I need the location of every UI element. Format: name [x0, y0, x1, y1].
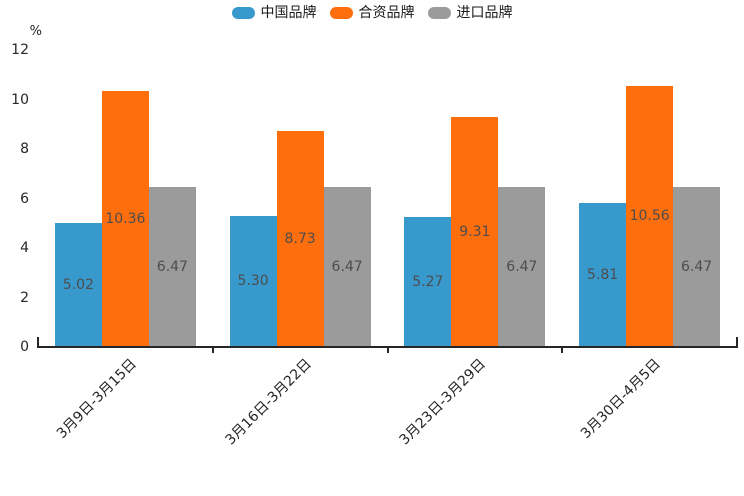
bar-value-label: 5.30: [237, 273, 269, 290]
bar-value-label: 5.02: [62, 276, 94, 293]
bar-value-label: 5.81: [587, 267, 619, 284]
bar: 10.56: [626, 85, 674, 347]
x-axis-tick: [561, 347, 564, 353]
legend: 中国品牌 合资品牌 进口品牌: [0, 6, 744, 20]
bar: 9.31: [451, 116, 499, 347]
y-tick-label: 2: [20, 289, 29, 306]
legend-swatch-joint-venture-brand: [329, 7, 353, 19]
bar-value-label: 5.27: [412, 273, 444, 290]
legend-swatch-china-brand: [231, 7, 255, 19]
bar: 6.47: [323, 186, 371, 347]
y-axis-unit-label: %: [29, 24, 42, 39]
y-tick-label: 10: [11, 91, 29, 108]
x-axis-tick: [386, 347, 389, 353]
y-tick-label: 0: [20, 339, 29, 355]
y-tick-label: 8: [20, 141, 29, 157]
bar: 5.81: [579, 203, 627, 347]
bar-value-label: 8.73: [284, 230, 316, 247]
legend-label: 进口品牌: [456, 5, 513, 21]
bar-value-label: 6.47: [506, 258, 538, 275]
bar-value-label: 10.36: [105, 210, 146, 227]
legend-swatch-import-brand: [427, 7, 451, 19]
legend-item-china-brand: 中国品牌: [231, 5, 317, 21]
bar-value-label: 10.56: [629, 208, 670, 225]
x-tick-label: 3月16日-3月22日: [222, 356, 315, 449]
bar: 6.47: [148, 186, 196, 347]
y-tick-label: 12: [11, 42, 29, 58]
plot-area: 5.02 10.36 6.47 5.30 8.73 6.47 5.27 9.31 6.47 5.8…: [38, 50, 737, 347]
bar: 5.02: [54, 222, 102, 347]
bar: 5.30: [229, 215, 277, 347]
bar: 10.36: [101, 90, 149, 347]
bar: 6.47: [498, 186, 546, 347]
bar-value-label: 6.47: [156, 258, 188, 275]
x-axis-endcap: [37, 337, 39, 348]
bar-value-label: 6.47: [331, 258, 363, 275]
x-tick-label: 3月9日-3月15日: [53, 356, 140, 442]
x-axis-endcap: [736, 337, 738, 348]
bar-value-label: 9.31: [459, 223, 491, 240]
bar: 8.73: [276, 130, 324, 347]
x-tick-label: 3月23日-3月29日: [396, 356, 490, 449]
x-axis-tick: [211, 347, 214, 353]
legend-label: 合资品牌: [358, 5, 415, 21]
x-tick-label: 3月30日-4月5日: [577, 356, 664, 442]
legend-item-joint-venture-brand: 合资品牌: [329, 5, 415, 21]
bar: 5.27: [404, 216, 452, 347]
legend-label: 中国品牌: [260, 5, 317, 21]
bar: 6.47: [673, 186, 721, 347]
y-tick-label: 6: [20, 190, 29, 207]
legend-item-import-brand: 进口品牌: [427, 5, 513, 21]
bar-value-label: 6.47: [681, 258, 713, 275]
y-tick-label: 4: [20, 240, 29, 256]
